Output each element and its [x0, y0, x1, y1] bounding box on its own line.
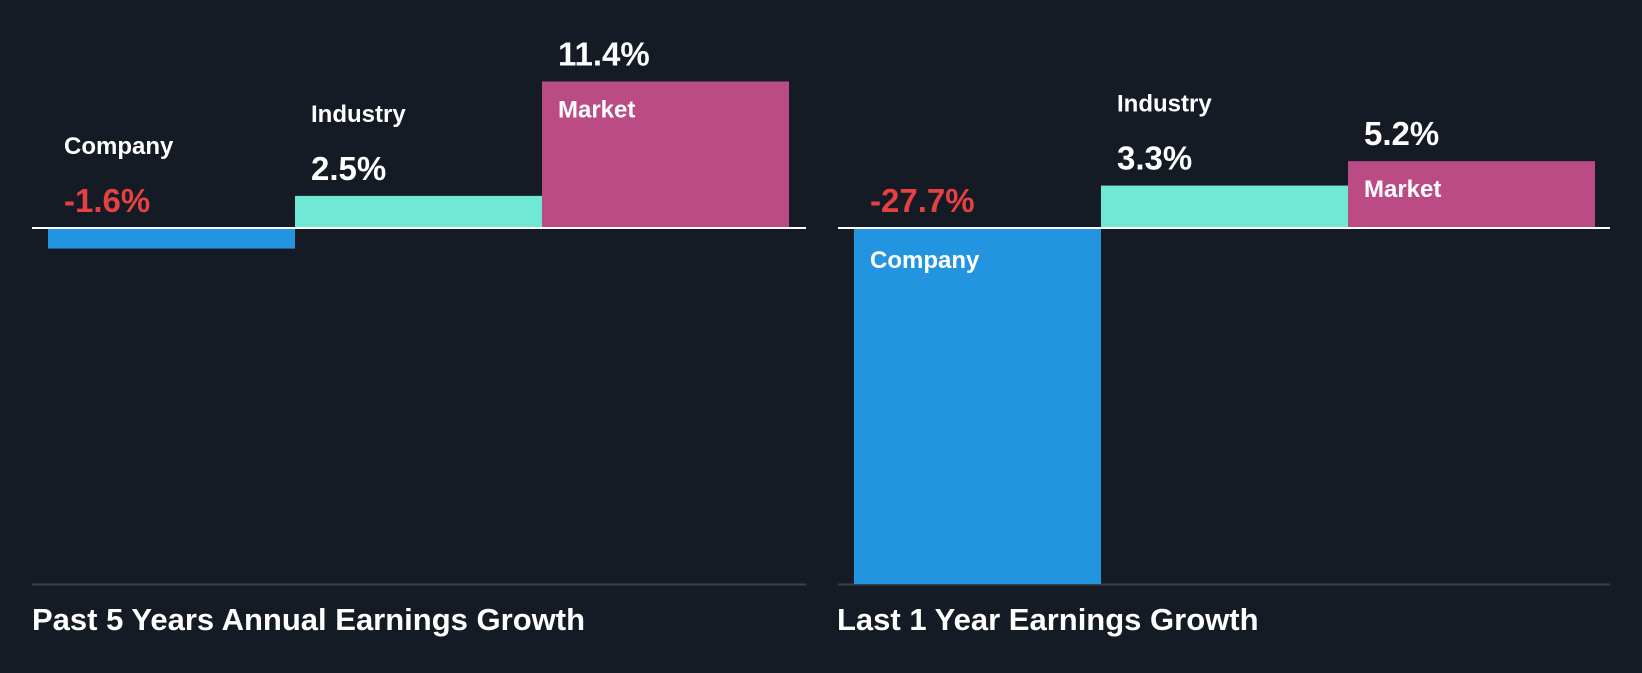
bar-company-past-5-years	[48, 228, 295, 249]
category-label-industry-last-1-year: Industry	[1117, 91, 1212, 118]
bar-industry-past-5-years	[295, 195, 542, 228]
category-label-market-past-5-years: Market	[558, 96, 635, 123]
value-label-industry-past-5-years: 2.5%	[311, 150, 386, 187]
chart-title-last-1-year: Last 1 Year Earnings Growth	[837, 602, 1259, 637]
bar-market-last-1-year	[1348, 161, 1595, 228]
value-label-company-past-5-years: -1.6%	[64, 182, 150, 219]
value-label-industry-last-1-year: 3.3%	[1117, 140, 1192, 177]
bar-market-past-5-years	[542, 81, 789, 228]
value-label-market-past-5-years: 11.4%	[558, 35, 650, 72]
bar-company-last-1-year	[854, 228, 1101, 584]
value-label-market-last-1-year: 5.2%	[1364, 115, 1439, 152]
category-label-industry-past-5-years: Industry	[311, 101, 406, 128]
bar-industry-last-1-year	[1101, 185, 1348, 228]
category-label-company-past-5-years: Company	[64, 133, 174, 160]
category-label-market-last-1-year: Market	[1364, 176, 1441, 203]
chart-title-past-5-years: Past 5 Years Annual Earnings Growth	[32, 602, 586, 637]
category-label-company-last-1-year: Company	[870, 247, 980, 274]
value-label-company-last-1-year: -27.7%	[870, 182, 975, 219]
